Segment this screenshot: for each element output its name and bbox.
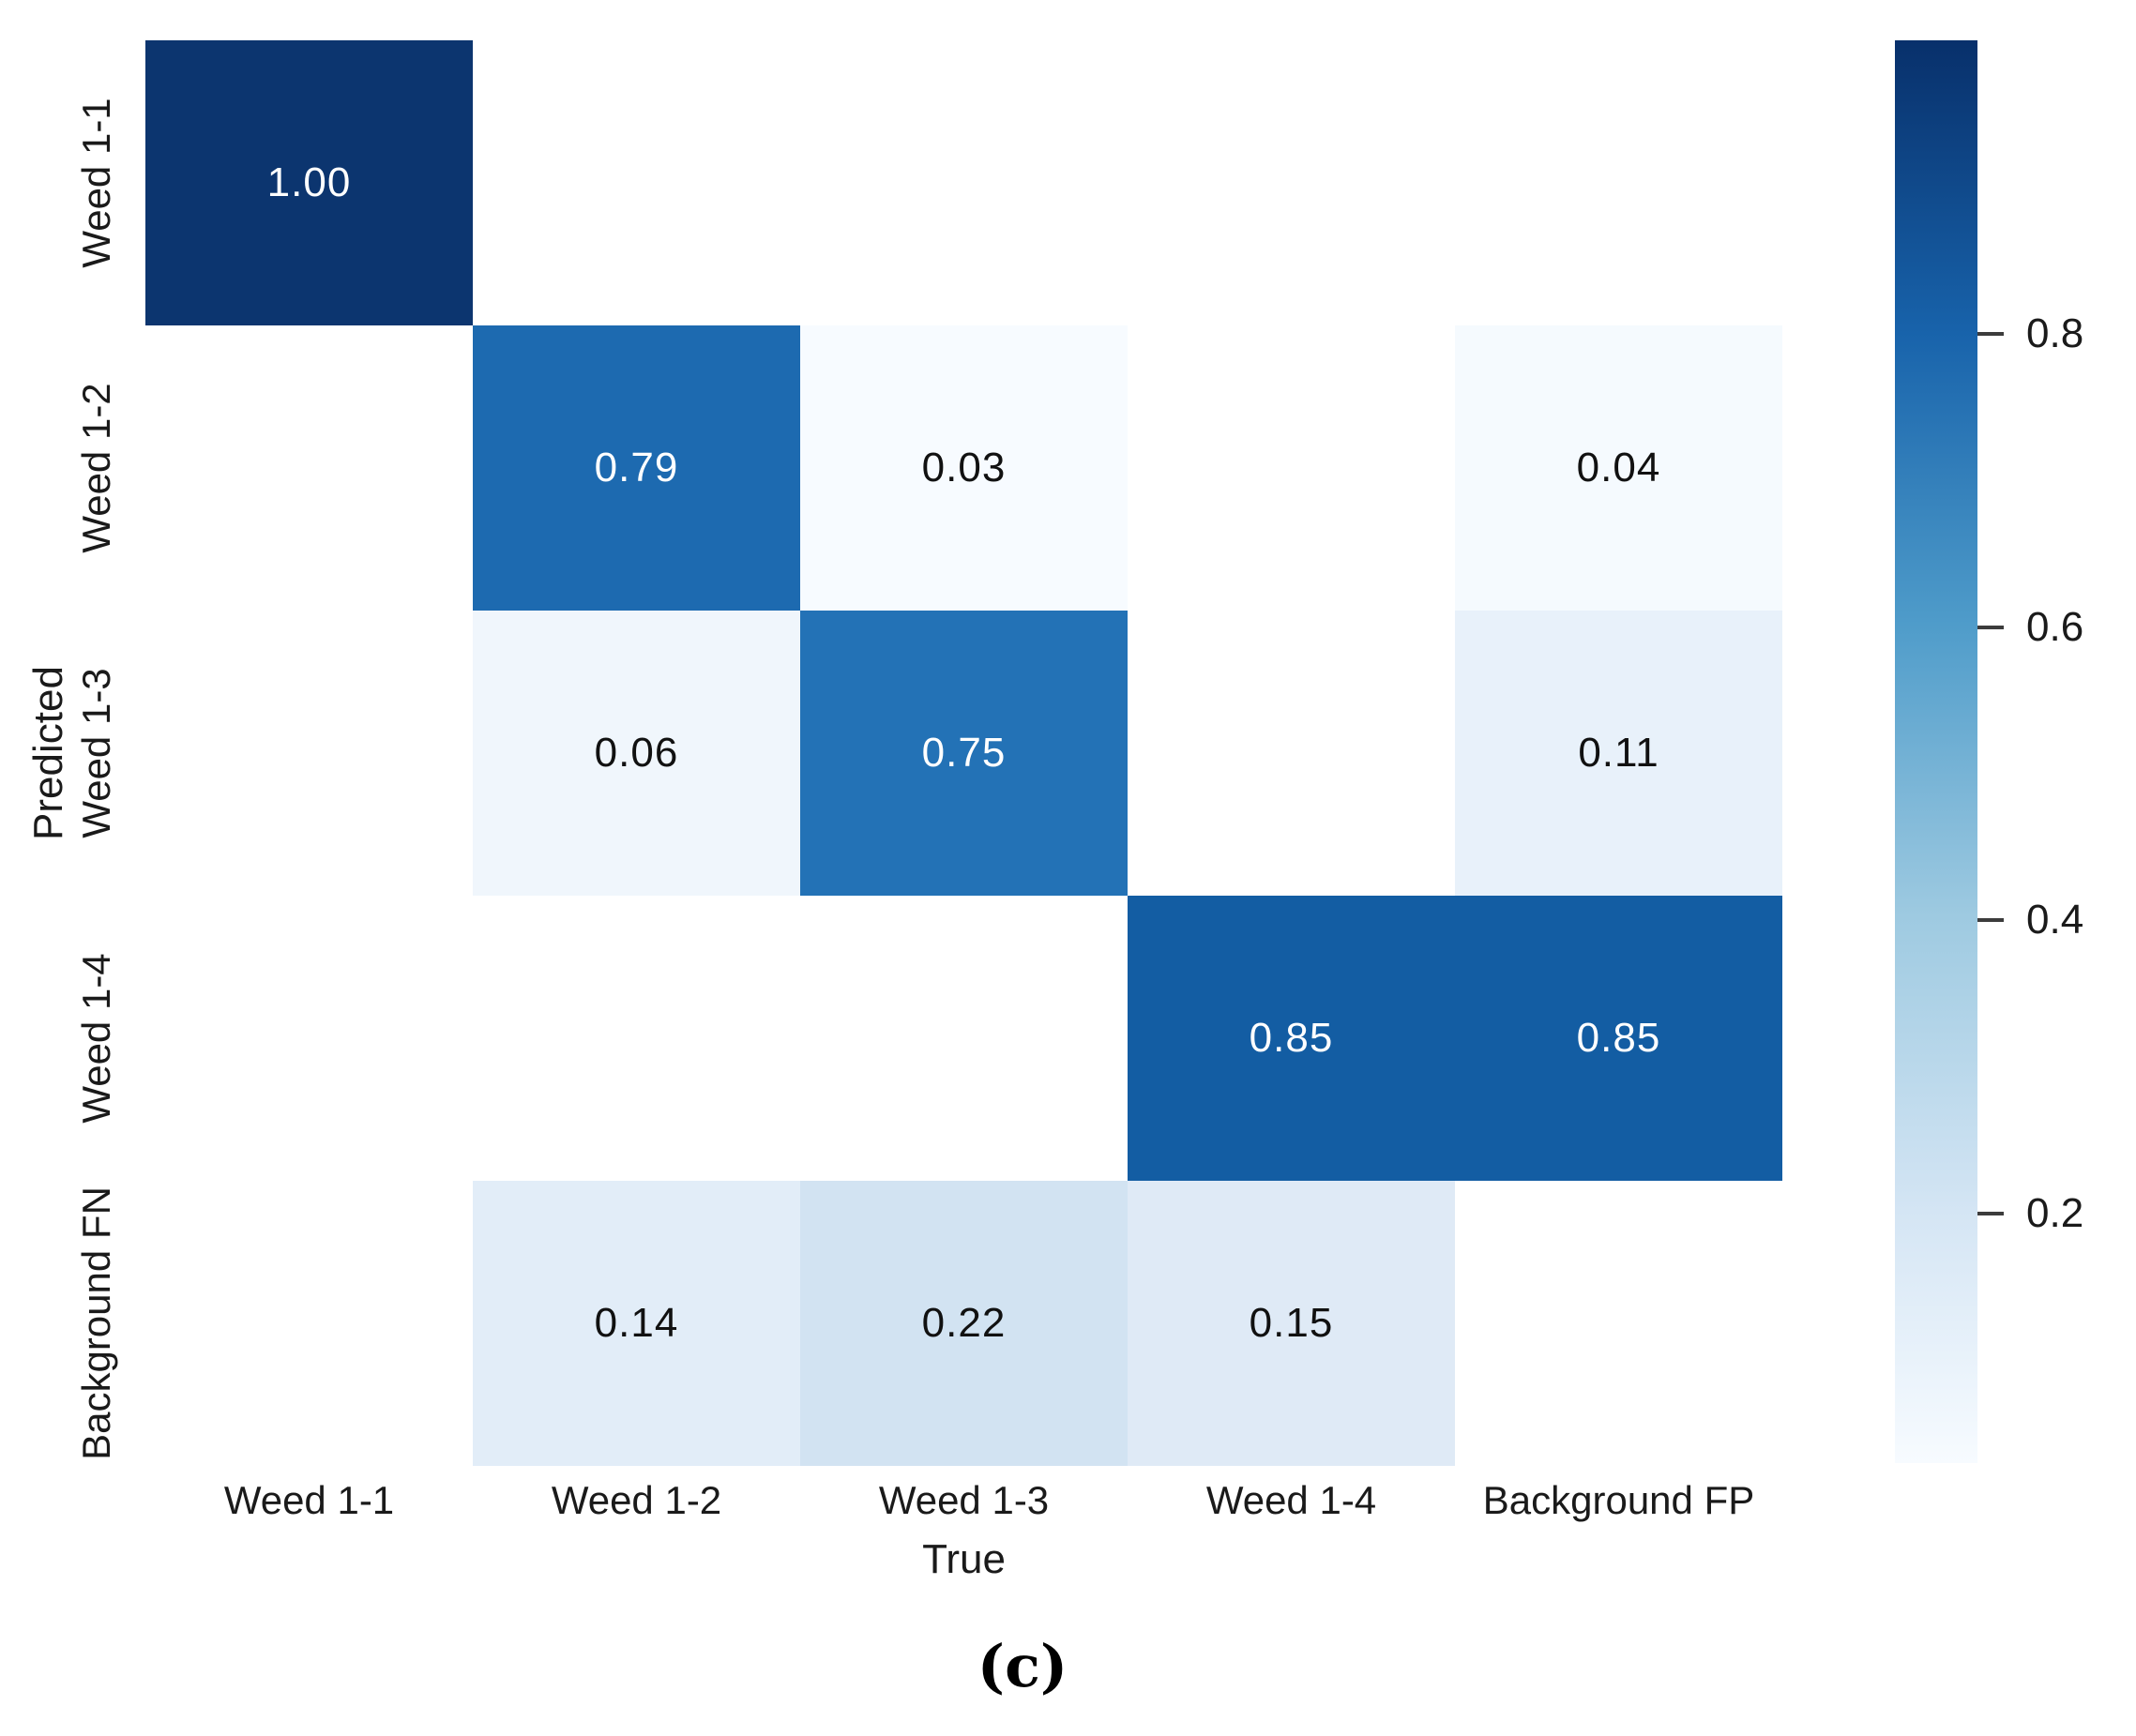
figure-caption: (c) (977, 1632, 1068, 1700)
x-tick-label-4: Weed 1-4 (1205, 1478, 1377, 1522)
colorbar-tick-mark-0.2 (1977, 1212, 2004, 1216)
heatmap-cell-value: 0.14 (594, 1300, 679, 1346)
colorbar-tick-label-0.6: 0.6 (2026, 603, 2084, 650)
x-axis-title: True (922, 1536, 1006, 1582)
heatmap-cell-value: 0.85 (1576, 1015, 1661, 1061)
heatmap-cell-value: 0.06 (594, 730, 679, 776)
heatmap-cell-r3c3: 0.85 (1128, 896, 1455, 1181)
heatmap-cell-r1c1: 0.79 (473, 325, 800, 611)
heatmap-cell-r2c4: 0.11 (1455, 611, 1782, 896)
heatmap-cell-r4c3: 0.15 (1128, 1181, 1455, 1466)
heatmap-cell-r2c1: 0.06 (473, 611, 800, 896)
x-tick-label-2: Weed 1-2 (551, 1478, 722, 1522)
heatmap-cell-value: 0.85 (1249, 1015, 1334, 1061)
heatmap-plot-area: 1.00 0.79 0.03 0.04 0.06 0.75 0.11 0.85 0.85 0.14… (145, 40, 1782, 1466)
colorbar-tick-mark-0.8 (1977, 331, 2004, 336)
y-tick-label-2: Weed 1-2 (74, 383, 118, 553)
y-tick-label-1: Weed 1-1 (74, 98, 118, 268)
heatmap-cell-value: 0.11 (1578, 730, 1659, 776)
colorbar-tick-mark-0.6 (1977, 625, 2004, 629)
y-tick-label-5: Background FN (74, 1186, 118, 1460)
colorbar-tick-label-0.2: 0.2 (2026, 1190, 2084, 1237)
heatmap-cell-value: 1.00 (266, 159, 352, 205)
heatmap-cell-r2c2: 0.75 (800, 611, 1128, 896)
x-tick-label-5: Background FP (1482, 1478, 1755, 1522)
heatmap-cell-value: 0.79 (594, 445, 679, 491)
y-tick-label-4: Weed 1-4 (74, 953, 118, 1124)
x-tick-label-3: Weed 1-3 (878, 1478, 1050, 1522)
heatmap-cell-r1c2: 0.03 (800, 325, 1128, 611)
heatmap-cell-r4c2: 0.22 (800, 1181, 1128, 1466)
heatmap-cell-value: 0.75 (921, 730, 1007, 776)
heatmap-cell-r0c0: 1.00 (145, 40, 473, 325)
colorbar (1895, 40, 1977, 1463)
heatmap-cell-value: 0.15 (1249, 1300, 1334, 1346)
y-tick-label-3: Weed 1-3 (74, 668, 118, 838)
heatmap-cell-r4c1: 0.14 (473, 1181, 800, 1466)
colorbar-tick-mark-0.4 (1977, 918, 2004, 923)
heatmap-cell-value: 0.03 (921, 445, 1007, 491)
heatmap-cell-value: 0.22 (921, 1300, 1007, 1346)
heatmap-cell-value: 0.04 (1576, 445, 1661, 491)
x-tick-label-1: Weed 1-1 (223, 1478, 395, 1522)
heatmap-cell-r3c4: 0.85 (1455, 896, 1782, 1181)
y-axis-title: Predicted (25, 666, 71, 840)
heatmap-cell-r1c4: 0.04 (1455, 325, 1782, 611)
colorbar-tick-label-0.8: 0.8 (2026, 309, 2084, 356)
colorbar-tick-label-0.4: 0.4 (2026, 897, 2084, 943)
